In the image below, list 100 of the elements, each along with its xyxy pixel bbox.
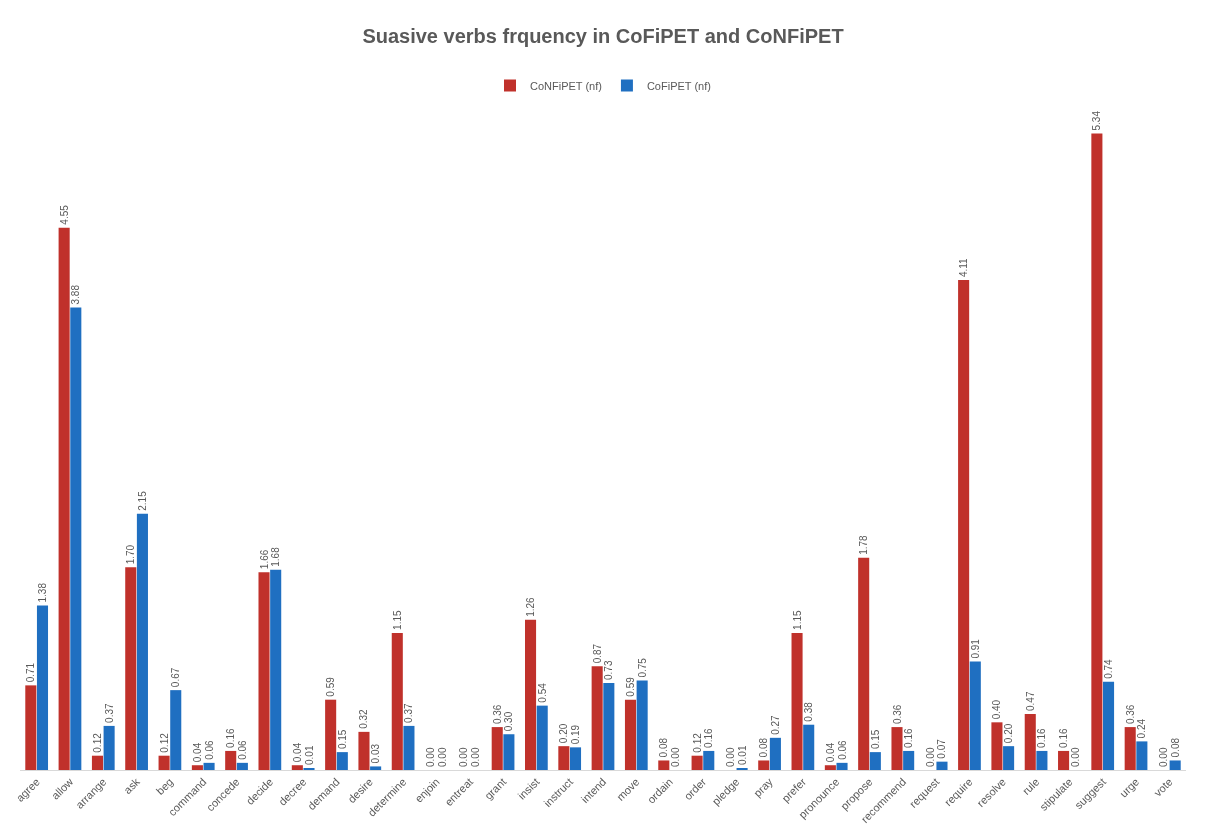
data-label: 0.87 [591, 643, 603, 664]
bar [58, 227, 70, 770]
data-label: 1.15 [791, 610, 803, 630]
data-label: 1.15 [391, 610, 403, 630]
bar [1003, 746, 1015, 770]
data-label: 0.00 [1158, 747, 1170, 767]
bar [203, 762, 215, 770]
data-label: 0.24 [1136, 718, 1148, 739]
data-label: 0.37 [103, 703, 115, 723]
bar [491, 727, 503, 770]
data-label: 0.00 [470, 747, 482, 767]
data-label: 0.01 [303, 745, 315, 765]
data-label: 0.59 [624, 676, 636, 697]
data-label: 0.06 [203, 739, 215, 760]
bar [603, 682, 615, 770]
bar [525, 619, 537, 770]
data-label: 0.30 [503, 711, 515, 732]
data-label: 3.88 [70, 284, 82, 305]
bar [191, 765, 203, 770]
x-tick-label: urge [1117, 775, 1142, 800]
bar [569, 747, 582, 770]
data-label: 0.20 [1003, 723, 1015, 744]
bar [1136, 741, 1148, 770]
bar [1169, 760, 1181, 770]
data-label: 1.66 [258, 549, 270, 570]
bar [658, 760, 670, 770]
data-label: 0.00 [924, 747, 936, 767]
data-label: 0.47 [1024, 691, 1036, 711]
chart-title: Suasive verbs frquency in CoFiPET and CoNFiPET [362, 25, 844, 48]
bar [824, 765, 836, 770]
data-label: 1.78 [858, 534, 870, 555]
data-label: 0.16 [1036, 728, 1048, 748]
bar [136, 513, 148, 770]
data-label: 0.06 [236, 739, 248, 760]
data-label: 0.00 [724, 747, 736, 767]
bar [903, 750, 915, 770]
data-label: 0.67 [170, 667, 182, 688]
data-label: 0.16 [703, 728, 715, 748]
data-label: 0.15 [869, 729, 881, 750]
bar [258, 572, 270, 770]
data-label: 0.36 [1124, 704, 1136, 725]
bar [636, 680, 648, 770]
bar [91, 755, 103, 770]
bar [869, 752, 881, 770]
bar [170, 690, 182, 770]
data-label: 0.08 [758, 737, 770, 758]
bar [1058, 750, 1070, 770]
data-label: 0.06 [836, 739, 848, 760]
data-label: 0.01 [736, 745, 748, 765]
data-label: 0.03 [370, 743, 382, 764]
x-tick-label: ask [121, 775, 143, 797]
bar [36, 605, 49, 770]
data-label: 0.37 [403, 703, 415, 723]
bar [624, 699, 637, 770]
legend-label: CoNFiPET (nf) [530, 79, 602, 92]
bar [558, 746, 570, 770]
bar [969, 661, 981, 770]
data-label: 1.68 [270, 546, 282, 567]
bar [225, 750, 237, 770]
data-label: 5.34 [1091, 110, 1103, 131]
data-label: 0.20 [558, 723, 570, 744]
bar [1036, 750, 1048, 770]
bar [958, 280, 970, 770]
bar [158, 755, 170, 770]
bar [836, 762, 848, 770]
bar [769, 737, 781, 770]
data-label: 0.71 [25, 662, 37, 683]
bar [370, 766, 382, 770]
data-label: 0.38 [803, 701, 815, 722]
bar [758, 760, 770, 770]
data-label: 1.26 [525, 596, 537, 617]
bar [291, 765, 303, 770]
data-label: 0.16 [903, 728, 915, 748]
data-label: 1.38 [36, 582, 48, 603]
data-label: 0.12 [158, 732, 170, 753]
data-label: 0.08 [658, 737, 670, 758]
bar [25, 685, 37, 770]
data-label: 0.00 [1069, 747, 1081, 767]
bar [791, 632, 803, 770]
bar [103, 725, 115, 770]
data-label: 0.08 [1169, 737, 1181, 758]
data-label: 0.12 [91, 732, 103, 753]
bar [270, 569, 282, 770]
bar [403, 725, 415, 770]
bar [336, 752, 348, 770]
bar [391, 632, 403, 770]
data-label: 0.27 [769, 714, 781, 735]
data-label: 0.74 [1103, 658, 1115, 679]
data-label: 0.15 [336, 729, 348, 750]
data-label: 0.16 [1058, 728, 1070, 748]
bar [891, 727, 903, 770]
data-label: 0.36 [891, 704, 903, 725]
bar [591, 666, 603, 770]
data-label: 0.00 [669, 747, 681, 767]
data-label: 2.15 [136, 490, 148, 511]
data-label: 0.00 [458, 747, 470, 767]
bar [691, 755, 703, 770]
bar [936, 761, 948, 770]
bar [991, 722, 1003, 770]
data-label: 0.59 [325, 676, 337, 697]
